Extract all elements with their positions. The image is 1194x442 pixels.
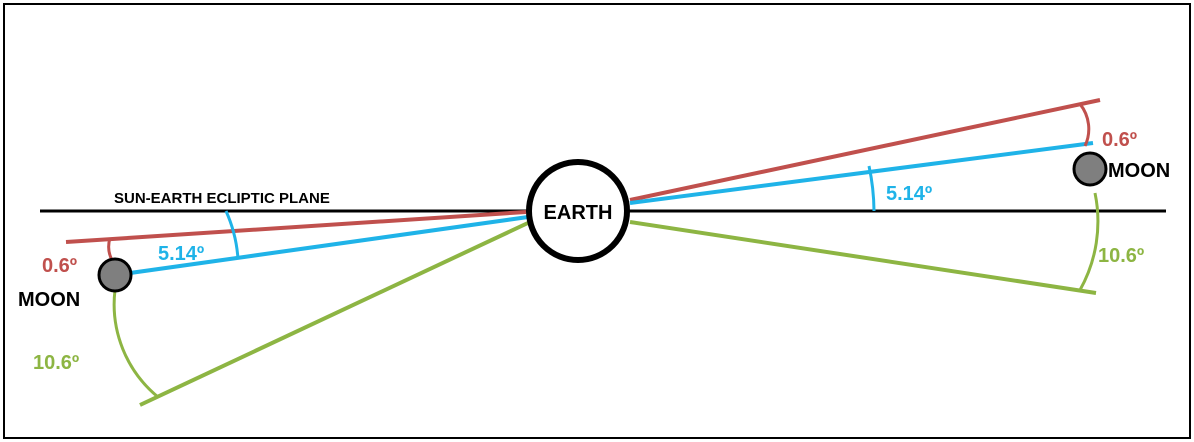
green-angle-label-right: 10.6º xyxy=(1098,245,1144,267)
red-line-left xyxy=(65,210,527,244)
blue-line-left xyxy=(115,215,529,277)
moon-left-label: MOON xyxy=(18,289,80,311)
moon-right-label: MOON xyxy=(1108,160,1170,182)
blue-angle-arc-left xyxy=(224,210,240,260)
diagram-frame xyxy=(3,3,1191,439)
green-angle-label-left: 10.6º xyxy=(33,352,79,374)
moon-left xyxy=(97,257,133,293)
earth-label: EARTH xyxy=(544,202,613,224)
blue-angle-label-left: 5.14º xyxy=(158,243,204,265)
red-angle-arc-right xyxy=(1078,103,1091,147)
green-line-left xyxy=(139,220,531,407)
red-line-right xyxy=(629,98,1101,202)
blue-line-right xyxy=(629,141,1094,205)
moon-right xyxy=(1072,151,1108,187)
blue-angle-arc-right xyxy=(867,165,876,212)
red-angle-label-left: 0.6º xyxy=(42,255,77,277)
earth-circle xyxy=(526,159,630,263)
green-angle-arc-right xyxy=(1078,192,1100,291)
ecliptic-plane-label: SUN-EARTH ECLIPTIC PLANE xyxy=(114,190,330,207)
green-angle-arc-left xyxy=(112,289,159,399)
green-line-right xyxy=(629,220,1097,295)
red-angle-label-right: 0.6º xyxy=(1102,129,1137,151)
blue-angle-label-right: 5.14º xyxy=(886,183,932,205)
